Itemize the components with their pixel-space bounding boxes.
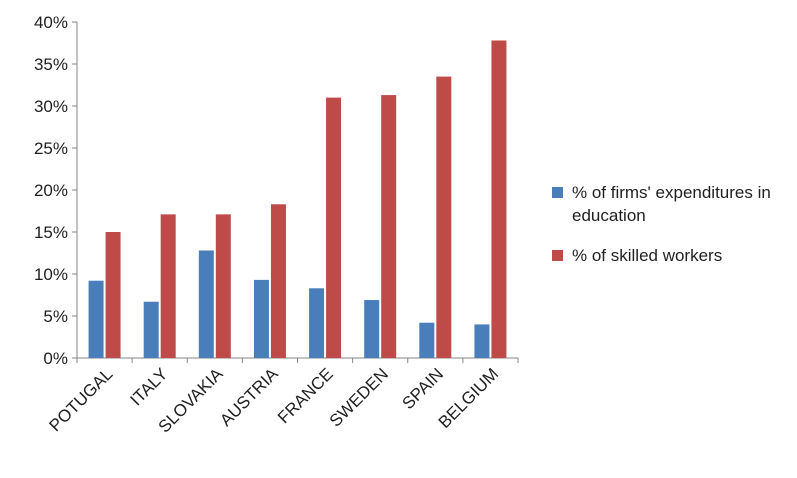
bar-firms-expenditures	[419, 322, 435, 358]
bar-skilled-workers	[326, 97, 342, 358]
bar-firms-expenditures	[88, 280, 104, 358]
bar-firms-expenditures	[253, 279, 269, 358]
y-axis: 0% 5% 10% 15% 20% 25% 30% 35% 40%	[34, 13, 78, 368]
y-tick-label: 5%	[43, 307, 68, 326]
legend-item-skilled-workers: % of skilled workers	[552, 244, 792, 267]
legend-item-firms-expenditures: % of firms' expenditures in education	[552, 181, 792, 227]
x-tick-label: POTUGAL	[46, 364, 117, 435]
legend-swatch-red	[552, 250, 563, 261]
legend-label-skilled-workers: % of skilled workers	[572, 246, 723, 265]
y-tick-label: 15%	[34, 223, 68, 242]
bar-skilled-workers	[436, 76, 452, 358]
y-tick-label: 40%	[34, 13, 68, 32]
x-tick-label: SPAIN	[399, 364, 448, 413]
bar-firms-expenditures	[364, 300, 380, 358]
y-tick-label: 10%	[34, 265, 68, 284]
x-tick-label: BELGIUM	[435, 364, 503, 432]
bar-skilled-workers	[105, 232, 121, 358]
y-tick-label: 30%	[34, 97, 68, 116]
bar-firms-expenditures	[309, 288, 325, 358]
x-tick-label: ITALY	[126, 364, 171, 409]
bar-skilled-workers	[215, 214, 231, 358]
legend: % of firms' expenditures in education % …	[552, 181, 792, 267]
y-tick-label: 20%	[34, 181, 68, 200]
bar-firms-expenditures	[143, 301, 159, 358]
legend-swatch-blue	[552, 187, 563, 198]
bar-skilled-workers	[160, 214, 176, 358]
bars	[88, 40, 507, 358]
bar-skilled-workers	[270, 204, 286, 358]
y-tick-label: 25%	[34, 139, 68, 158]
bar-skilled-workers	[491, 40, 507, 358]
legend-label-firms-expenditures: % of firms' expenditures in education	[572, 183, 771, 225]
y-tick-label: 35%	[34, 55, 68, 74]
bar-firms-expenditures	[198, 250, 214, 358]
x-tick-label: SWEDEN	[326, 364, 392, 430]
bar-firms-expenditures	[474, 324, 490, 358]
y-tick-label: 0%	[43, 349, 68, 368]
x-tick-label: AUSTRIA	[216, 364, 282, 430]
bar-skilled-workers	[381, 95, 397, 358]
